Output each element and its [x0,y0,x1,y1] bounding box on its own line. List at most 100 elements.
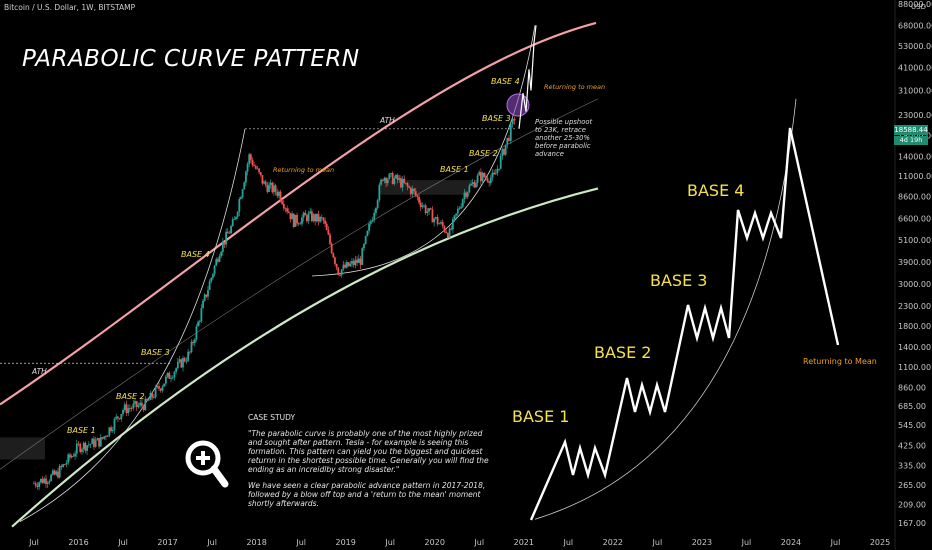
candle-body [218,256,221,262]
candle-body [408,186,411,188]
candle-body [147,399,150,401]
candle-body [273,185,275,193]
candle-body [483,172,486,178]
candle-body [246,163,249,172]
support-curve [11,187,599,528]
candle-body [438,223,441,225]
candle-body [91,438,94,444]
y-tick-label: 335.00 [898,461,926,470]
candle-body [110,427,112,432]
candle-body [468,185,471,193]
candle-body [166,372,169,377]
candle-body [243,182,246,190]
x-tick-label: Jul [206,538,217,547]
label-big-base1: BASE 1 [512,407,569,426]
candle-body [361,248,364,265]
candle-body [213,265,216,275]
candle-body [200,308,203,322]
candle-body [433,218,436,223]
candle-body [170,378,172,379]
candle-body [445,231,448,234]
candle-body [130,408,133,410]
candle-body [249,154,252,160]
candle-body [421,205,424,208]
label-base2-2016: BASE 2 [116,392,145,401]
parabola-2017 [19,128,246,522]
candle-body [428,208,430,212]
candle-body [46,482,49,485]
label-big-base2: BASE 2 [594,343,651,362]
candle-body [101,437,104,439]
candle-body [496,168,499,173]
bar-time-tag: 4d 19h [894,136,928,145]
candle-body [446,233,449,238]
x-tick-label: 2025 [870,538,890,547]
candle-body [216,259,219,262]
candle-body [139,402,142,406]
candle-body [140,402,143,406]
candle-body [99,437,102,447]
candle-body [297,223,300,225]
candle-body [231,219,234,227]
y-tick-label: 1800.00 [898,322,931,331]
y-tick-label: 11000.00 [898,172,932,181]
candle-body [248,154,251,164]
candle-body [269,182,272,185]
candle-body [448,228,451,238]
candle-body [74,453,77,457]
candle-body [473,182,476,188]
candle-body [511,118,514,125]
candle-body [403,178,406,183]
candle-body [489,177,492,184]
candle-body [471,182,474,184]
label-ath-2017: ATH [31,367,47,376]
candle-body [286,208,289,212]
candle-body [344,264,347,268]
candle-body [349,263,352,267]
y-tick-label: 6600.00 [898,215,931,224]
y-tick-label: 53000.00 [898,42,932,51]
candle-body [386,179,389,184]
candle-body [281,200,284,205]
mean-line [0,98,599,470]
candle-body [324,220,326,224]
candle-body [357,258,360,263]
candle-body [79,443,82,452]
candle-body [113,418,116,430]
candle-body [378,184,381,201]
candle-body [406,183,409,187]
candle-body [340,269,343,276]
y-tick-label: 860.00 [898,383,926,392]
candle-body [251,159,254,166]
candle-body [383,177,386,181]
label-ath-2021: ATH [379,116,395,125]
candle-body [63,464,66,466]
candle-body [342,264,345,270]
candle-body [87,444,90,446]
candle-body [347,262,350,267]
candle-body [41,478,44,484]
candle-body [368,223,370,231]
candles [33,116,516,491]
y-tick-label: 41000.00 [898,63,932,72]
label-returning-2018: Returning to mean [273,166,334,174]
y-tick-label: 1400.00 [898,343,931,352]
candle-body [366,230,369,236]
candle-body [120,414,123,420]
y-tick-label: 88000.00 [898,0,932,9]
candle-body [134,401,136,404]
candle-body [193,339,196,344]
candle-body [236,212,239,217]
candle-body [458,208,461,210]
zoom-in-icon[interactable] [183,438,229,494]
candle-body [72,455,75,457]
candle-body [178,359,181,362]
candle-body [426,211,429,213]
y-tick-label: 3000.00 [898,280,931,289]
candle-body [132,403,135,409]
candle-body [226,231,229,234]
candle-body [504,144,507,155]
candle-body [69,454,71,458]
candle-body [89,443,92,445]
candle-body [393,178,396,184]
